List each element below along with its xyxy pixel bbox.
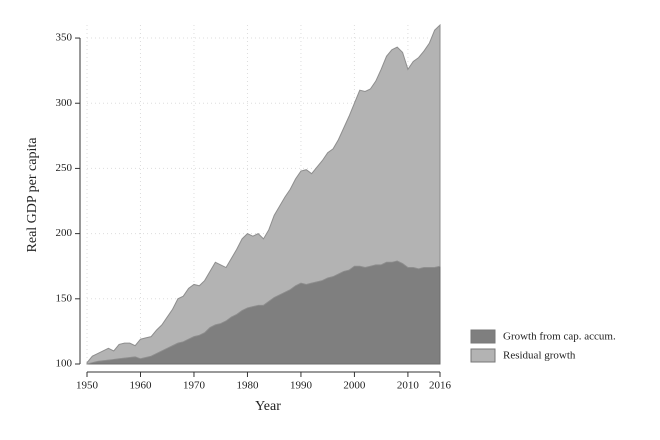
area	[86, 23, 441, 365]
x-tick-label: 1950	[76, 380, 99, 392]
x-tick-label: 2000	[343, 380, 366, 392]
x-tick-label: 2010	[397, 380, 420, 392]
y-tick-label: 350	[56, 32, 73, 44]
x-tick-label: 2016	[429, 380, 452, 392]
y-axis-title: Real GDP per capita	[25, 137, 40, 253]
y-tick-label: 150	[56, 292, 73, 304]
x-tick-label: 1990	[290, 380, 313, 392]
legend-swatch	[470, 348, 496, 363]
x-tick-label: 1960	[129, 380, 152, 392]
x-tick-label: 1980	[236, 380, 259, 392]
legend-label: Growth from cap. accum.	[503, 331, 616, 343]
x-axis-title: Year	[255, 399, 281, 414]
y-tick-label: 200	[56, 227, 73, 239]
y-tick-label: 300	[56, 97, 73, 109]
y-tick-label: 250	[56, 162, 73, 174]
legend-swatch	[470, 329, 496, 344]
x-tick-label: 1970	[183, 380, 206, 392]
legend-label: Residual growth	[503, 350, 576, 362]
y-tick-label: 100	[56, 358, 73, 370]
